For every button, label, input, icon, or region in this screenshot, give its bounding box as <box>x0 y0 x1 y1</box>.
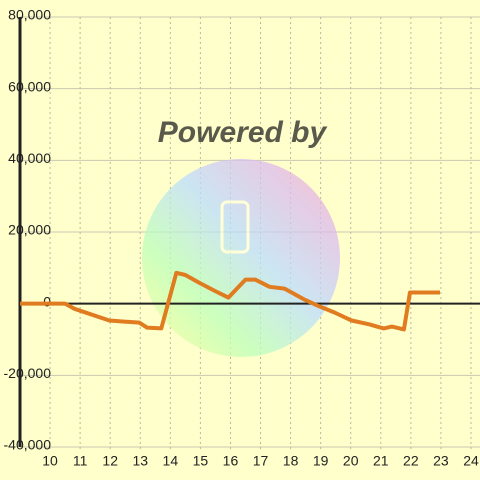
y-tick-label: 0 <box>43 293 51 309</box>
x-tick-label: 13 <box>132 453 148 469</box>
y-tick-label: 60,000 <box>8 78 51 94</box>
x-tick-label: 21 <box>373 453 389 469</box>
x-tick-label: 19 <box>313 453 329 469</box>
x-tick-label: 12 <box>102 453 118 469</box>
watermark-icon <box>220 200 250 254</box>
watermark-text: Powered by <box>158 116 328 149</box>
x-tick-label: 20 <box>343 453 359 469</box>
x-tick-label: 24 <box>463 453 479 469</box>
y-tick-label: 80,000 <box>8 7 51 23</box>
x-tick-label: 18 <box>283 453 299 469</box>
y-tick-label: -20,000 <box>4 365 52 381</box>
watermark-logo <box>142 159 340 357</box>
y-tick-label: -40,000 <box>4 437 52 453</box>
y-tick-label: 40,000 <box>8 150 51 166</box>
x-tick-label: 11 <box>73 453 88 469</box>
y-tick-label: 20,000 <box>8 222 51 238</box>
plot: -40,000 -20,000 0 20,000 40,000 60,000 80,000 1… <box>4 7 480 469</box>
x-tick-label: 15 <box>193 453 209 469</box>
watermark: Powered by <box>142 116 340 357</box>
x-tick-label: 23 <box>433 453 449 469</box>
data-line <box>20 270 441 332</box>
x-tick-label: 22 <box>403 453 419 469</box>
x-tick-label: 16 <box>223 453 239 469</box>
x-tick-label: 10 <box>42 453 58 469</box>
x-tick-label: 17 <box>253 453 269 469</box>
x-tick-label: 14 <box>163 453 179 469</box>
